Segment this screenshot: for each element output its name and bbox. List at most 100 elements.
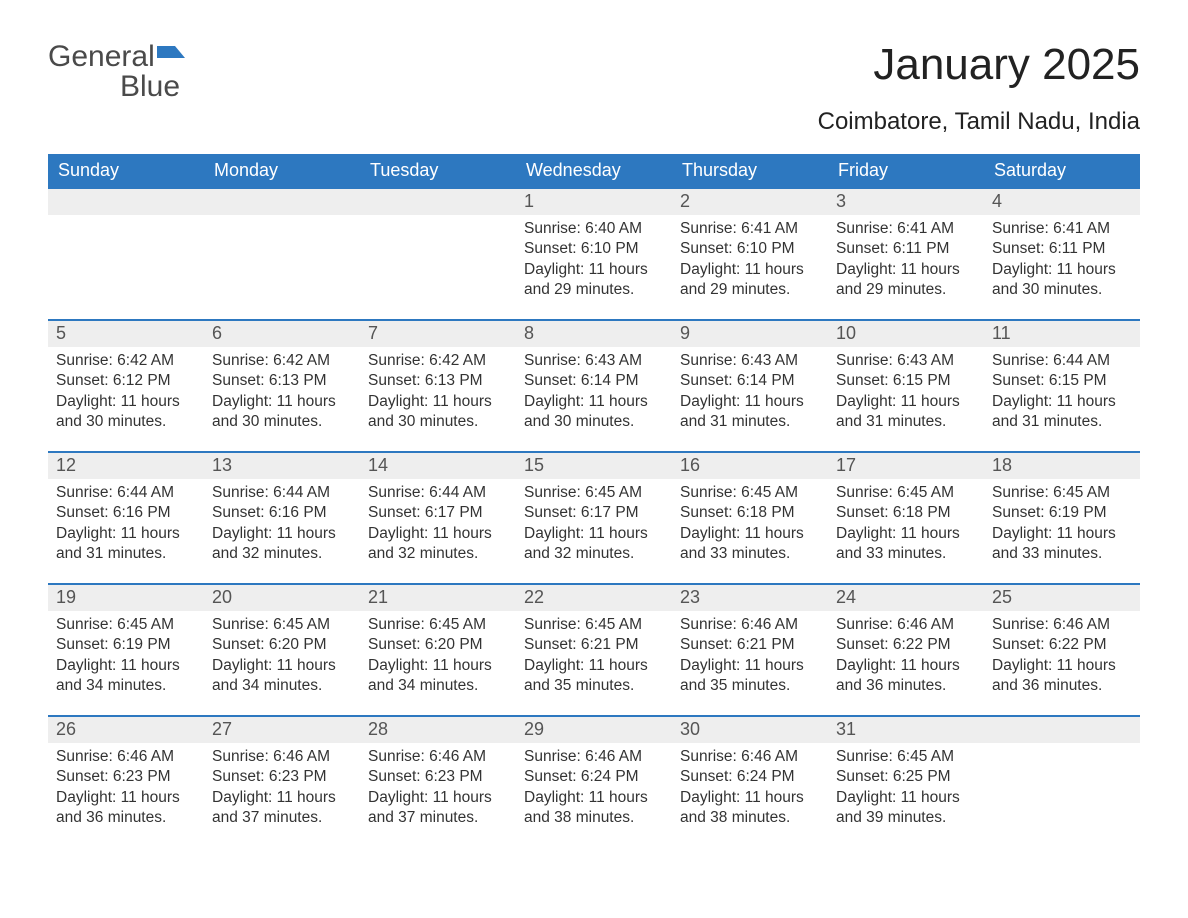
day-body: Sunrise: 6:45 AMSunset: 6:21 PMDaylight:… [516, 611, 672, 707]
header: General Blue January 2025 [48, 40, 1140, 102]
sunset-line: Sunset: 6:15 PM [992, 371, 1132, 391]
day-number: 9 [672, 321, 828, 347]
day-number: 27 [204, 717, 360, 743]
sunset-line: Sunset: 6:21 PM [680, 635, 820, 655]
sunrise-line: Sunrise: 6:43 AM [680, 351, 820, 371]
sunset-line: Sunset: 6:17 PM [368, 503, 508, 523]
sunset-line: Sunset: 6:24 PM [524, 767, 664, 787]
daylight-line2: and 39 minutes. [836, 808, 976, 828]
day-cell: 30Sunrise: 6:46 AMSunset: 6:24 PMDayligh… [672, 717, 828, 847]
day-number: 20 [204, 585, 360, 611]
daylight-line1: Daylight: 11 hours [368, 392, 508, 412]
daylight-line1: Daylight: 11 hours [836, 788, 976, 808]
day-body: Sunrise: 6:45 AMSunset: 6:25 PMDaylight:… [828, 743, 984, 839]
day-number: 7 [360, 321, 516, 347]
dow-cell: Wednesday [516, 154, 672, 189]
day-body: Sunrise: 6:45 AMSunset: 6:18 PMDaylight:… [828, 479, 984, 575]
day-cell: 29Sunrise: 6:46 AMSunset: 6:24 PMDayligh… [516, 717, 672, 847]
day-number: 21 [360, 585, 516, 611]
day-cell: 13Sunrise: 6:44 AMSunset: 6:16 PMDayligh… [204, 453, 360, 583]
daylight-line1: Daylight: 11 hours [212, 392, 352, 412]
daylight-line2: and 31 minutes. [56, 544, 196, 564]
day-cell: 26Sunrise: 6:46 AMSunset: 6:23 PMDayligh… [48, 717, 204, 847]
day-body: Sunrise: 6:46 AMSunset: 6:23 PMDaylight:… [360, 743, 516, 839]
day-number: . [48, 189, 204, 215]
daylight-line1: Daylight: 11 hours [836, 656, 976, 676]
logo-flag-icon [157, 46, 185, 66]
day-body: Sunrise: 6:46 AMSunset: 6:23 PMDaylight:… [204, 743, 360, 839]
daylight-line2: and 30 minutes. [368, 412, 508, 432]
day-body: Sunrise: 6:45 AMSunset: 6:18 PMDaylight:… [672, 479, 828, 575]
day-body: Sunrise: 6:46 AMSunset: 6:24 PMDaylight:… [672, 743, 828, 839]
day-number: 1 [516, 189, 672, 215]
sunrise-line: Sunrise: 6:45 AM [992, 483, 1132, 503]
sunrise-line: Sunrise: 6:42 AM [56, 351, 196, 371]
day-cell: 14Sunrise: 6:44 AMSunset: 6:17 PMDayligh… [360, 453, 516, 583]
daylight-line1: Daylight: 11 hours [212, 656, 352, 676]
sunset-line: Sunset: 6:20 PM [212, 635, 352, 655]
day-body: Sunrise: 6:45 AMSunset: 6:20 PMDaylight:… [204, 611, 360, 707]
sunset-line: Sunset: 6:25 PM [836, 767, 976, 787]
day-number: 5 [48, 321, 204, 347]
logo-word1: General [48, 40, 155, 73]
sunset-line: Sunset: 6:18 PM [680, 503, 820, 523]
daylight-line2: and 30 minutes. [524, 412, 664, 432]
daylight-line2: and 34 minutes. [212, 676, 352, 696]
sunset-line: Sunset: 6:10 PM [680, 239, 820, 259]
sunset-line: Sunset: 6:22 PM [836, 635, 976, 655]
day-cell: . [48, 189, 204, 319]
sunset-line: Sunset: 6:11 PM [992, 239, 1132, 259]
sunrise-line: Sunrise: 6:41 AM [680, 219, 820, 239]
day-number: 18 [984, 453, 1140, 479]
calendar-body: . . . 1Sunrise: 6:40 AMSunset: 6:10 PMDa… [48, 189, 1140, 847]
day-body: Sunrise: 6:43 AMSunset: 6:14 PMDaylight:… [672, 347, 828, 443]
sunrise-line: Sunrise: 6:46 AM [680, 615, 820, 635]
day-cell: 24Sunrise: 6:46 AMSunset: 6:22 PMDayligh… [828, 585, 984, 715]
sunset-line: Sunset: 6:15 PM [836, 371, 976, 391]
day-number: 22 [516, 585, 672, 611]
daylight-line2: and 30 minutes. [992, 280, 1132, 300]
daylight-line1: Daylight: 11 hours [56, 788, 196, 808]
daylight-line2: and 31 minutes. [836, 412, 976, 432]
day-body: Sunrise: 6:45 AMSunset: 6:17 PMDaylight:… [516, 479, 672, 575]
day-cell: 11Sunrise: 6:44 AMSunset: 6:15 PMDayligh… [984, 321, 1140, 451]
day-cell: 27Sunrise: 6:46 AMSunset: 6:23 PMDayligh… [204, 717, 360, 847]
daylight-line2: and 36 minutes. [836, 676, 976, 696]
day-number: 2 [672, 189, 828, 215]
day-number: 26 [48, 717, 204, 743]
sunset-line: Sunset: 6:13 PM [212, 371, 352, 391]
day-number: 3 [828, 189, 984, 215]
day-number: 8 [516, 321, 672, 347]
sunrise-line: Sunrise: 6:45 AM [836, 747, 976, 767]
day-number: 16 [672, 453, 828, 479]
week-row: 26Sunrise: 6:46 AMSunset: 6:23 PMDayligh… [48, 715, 1140, 847]
daylight-line1: Daylight: 11 hours [524, 392, 664, 412]
daylight-line1: Daylight: 11 hours [368, 788, 508, 808]
daylight-line2: and 35 minutes. [680, 676, 820, 696]
day-cell: . [984, 717, 1140, 847]
day-number: 15 [516, 453, 672, 479]
calendar: SundayMondayTuesdayWednesdayThursdayFrid… [48, 154, 1140, 847]
sunset-line: Sunset: 6:17 PM [524, 503, 664, 523]
sunset-line: Sunset: 6:22 PM [992, 635, 1132, 655]
sunrise-line: Sunrise: 6:46 AM [368, 747, 508, 767]
daylight-line1: Daylight: 11 hours [836, 260, 976, 280]
daylight-line2: and 29 minutes. [524, 280, 664, 300]
day-cell: 3Sunrise: 6:41 AMSunset: 6:11 PMDaylight… [828, 189, 984, 319]
day-cell: 2Sunrise: 6:41 AMSunset: 6:10 PMDaylight… [672, 189, 828, 319]
day-cell: 9Sunrise: 6:43 AMSunset: 6:14 PMDaylight… [672, 321, 828, 451]
daylight-line1: Daylight: 11 hours [680, 656, 820, 676]
day-number: . [360, 189, 516, 215]
day-body: Sunrise: 6:41 AMSunset: 6:11 PMDaylight:… [984, 215, 1140, 311]
day-body: Sunrise: 6:46 AMSunset: 6:24 PMDaylight:… [516, 743, 672, 839]
page-title: January 2025 [873, 40, 1140, 90]
day-body: Sunrise: 6:46 AMSunset: 6:22 PMDaylight:… [828, 611, 984, 707]
dow-cell: Saturday [984, 154, 1140, 189]
daylight-line1: Daylight: 11 hours [368, 656, 508, 676]
day-body: Sunrise: 6:43 AMSunset: 6:14 PMDaylight:… [516, 347, 672, 443]
title-block: January 2025 [873, 40, 1140, 90]
daylight-line1: Daylight: 11 hours [524, 524, 664, 544]
sunset-line: Sunset: 6:19 PM [992, 503, 1132, 523]
day-body: Sunrise: 6:44 AMSunset: 6:16 PMDaylight:… [48, 479, 204, 575]
day-cell: 15Sunrise: 6:45 AMSunset: 6:17 PMDayligh… [516, 453, 672, 583]
